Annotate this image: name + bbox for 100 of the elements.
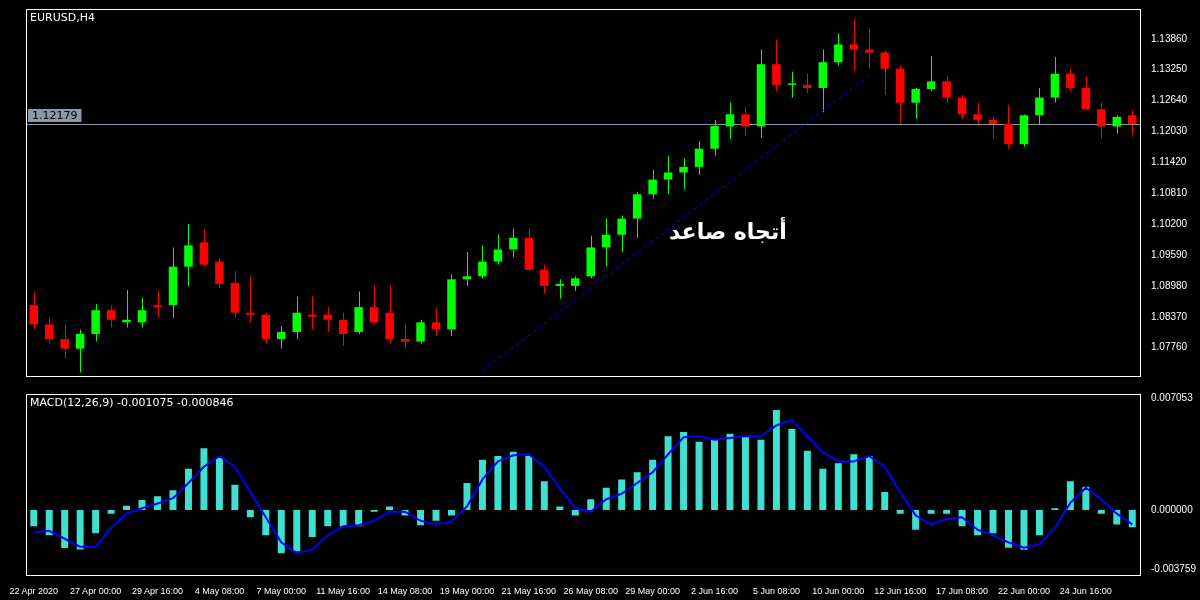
y-tick-label: 1.11420	[1151, 156, 1187, 168]
bar	[494, 456, 502, 511]
candlestick	[988, 116, 998, 139]
bar	[200, 448, 208, 511]
annotation: أتجاه صاعد	[668, 215, 787, 244]
y-tick-label: 1.12640	[1151, 94, 1188, 106]
bar	[788, 429, 796, 511]
x-tick-label: 26 May 08:00	[563, 586, 619, 597]
x-tick-label: 14 May 08:00	[377, 586, 433, 597]
candlestick	[849, 18, 859, 72]
bar	[633, 472, 641, 511]
x-tick-label: 21 May 16:00	[501, 586, 557, 597]
bar	[509, 451, 517, 511]
bar	[974, 510, 982, 536]
candlestick	[679, 157, 688, 190]
candlestick	[292, 296, 302, 340]
bar	[618, 479, 626, 511]
bar	[865, 456, 873, 511]
x-tick-label: 2 Jun 16:00	[690, 586, 739, 597]
bar	[92, 510, 100, 534]
bar	[741, 436, 749, 511]
bar	[695, 441, 703, 511]
chart-title: MACD(12,26,9) -0.001075 -0.000846	[30, 396, 234, 410]
y-tick-label: 1.08980	[1151, 279, 1188, 291]
candlestick	[60, 323, 69, 359]
x-tick-label: 22 Apr 2020	[9, 586, 59, 597]
candlestick	[663, 155, 673, 195]
bar	[680, 431, 688, 511]
bar	[664, 436, 672, 511]
candlestick	[540, 264, 549, 294]
x-tick-label: 17 Jun 08:00	[936, 586, 989, 597]
ref-line-label: 1.12179	[32, 108, 78, 122]
chart-title: EURUSD,H4	[30, 11, 95, 25]
x-tick-label: 24 Jun 16:00	[1059, 586, 1112, 597]
bar	[540, 481, 548, 511]
candlestick	[416, 319, 425, 345]
y-tick-label: 1.12030	[1151, 125, 1188, 137]
bar	[107, 510, 115, 514]
candlestick	[710, 119, 719, 157]
candlestick	[803, 73, 812, 94]
bar	[30, 510, 38, 527]
y-tick-label: 1.13860	[1151, 32, 1188, 44]
candlestick	[400, 323, 410, 350]
x-tick-label: 19 May 00:00	[439, 586, 495, 597]
candlestick	[1128, 109, 1137, 136]
bar	[448, 510, 455, 516]
candlestick	[199, 228, 209, 268]
candlestick	[648, 169, 657, 200]
x-tick-label: 7 May 00:00	[256, 586, 307, 597]
bar	[246, 510, 254, 518]
candlestick	[555, 278, 565, 300]
bar	[308, 510, 316, 537]
y-tick-label: -0.003759	[1151, 563, 1197, 575]
candlestick	[911, 87, 920, 120]
candlestick	[277, 325, 286, 350]
candlestick	[153, 290, 162, 318]
bar	[819, 468, 827, 511]
x-tick-label: 29 May 00:00	[625, 586, 680, 597]
y-tick-label: 0.007053	[1151, 392, 1194, 404]
y-tick-label: 1.08370	[1151, 310, 1188, 322]
bar	[231, 484, 239, 511]
bar	[587, 499, 595, 511]
candlestick	[509, 228, 518, 258]
bar	[215, 457, 223, 511]
bar	[556, 506, 564, 511]
bar	[1128, 510, 1136, 528]
bar	[571, 510, 579, 516]
candlestick	[137, 297, 147, 328]
bar	[850, 454, 858, 511]
x-tick-label: 11 May 16:00	[316, 586, 371, 597]
candlestick	[880, 50, 889, 96]
candlestick	[106, 304, 116, 328]
bar	[1005, 510, 1012, 548]
candlestick	[1081, 75, 1091, 111]
candlestick	[493, 234, 503, 266]
y-tick-label: 1.10200	[1151, 217, 1188, 229]
candlestick	[787, 71, 797, 99]
candlestick	[307, 296, 317, 330]
candlestick	[462, 251, 472, 287]
bar	[1035, 510, 1043, 536]
candlestick	[617, 215, 626, 253]
y-tick-label: 0.000000	[1151, 503, 1194, 515]
bar	[324, 510, 332, 527]
y-tick-label: 1.10810	[1151, 187, 1188, 199]
x-tick-label: 5 Jun 08:00	[752, 586, 800, 597]
candlestick	[834, 32, 843, 67]
bar	[1097, 510, 1105, 514]
candlestick	[215, 258, 224, 289]
candlestick	[942, 75, 951, 104]
x-tick-label: 29 Apr 16:00	[131, 586, 184, 597]
bar	[525, 456, 533, 511]
candlestick	[694, 140, 704, 176]
bar	[772, 409, 780, 511]
candlestick	[772, 39, 781, 92]
bar	[339, 510, 347, 527]
bar	[803, 450, 811, 511]
bar	[757, 439, 765, 511]
candlestick	[44, 317, 54, 345]
candlestick	[1035, 87, 1044, 125]
y-tick-label: 1.09590	[1151, 248, 1188, 260]
